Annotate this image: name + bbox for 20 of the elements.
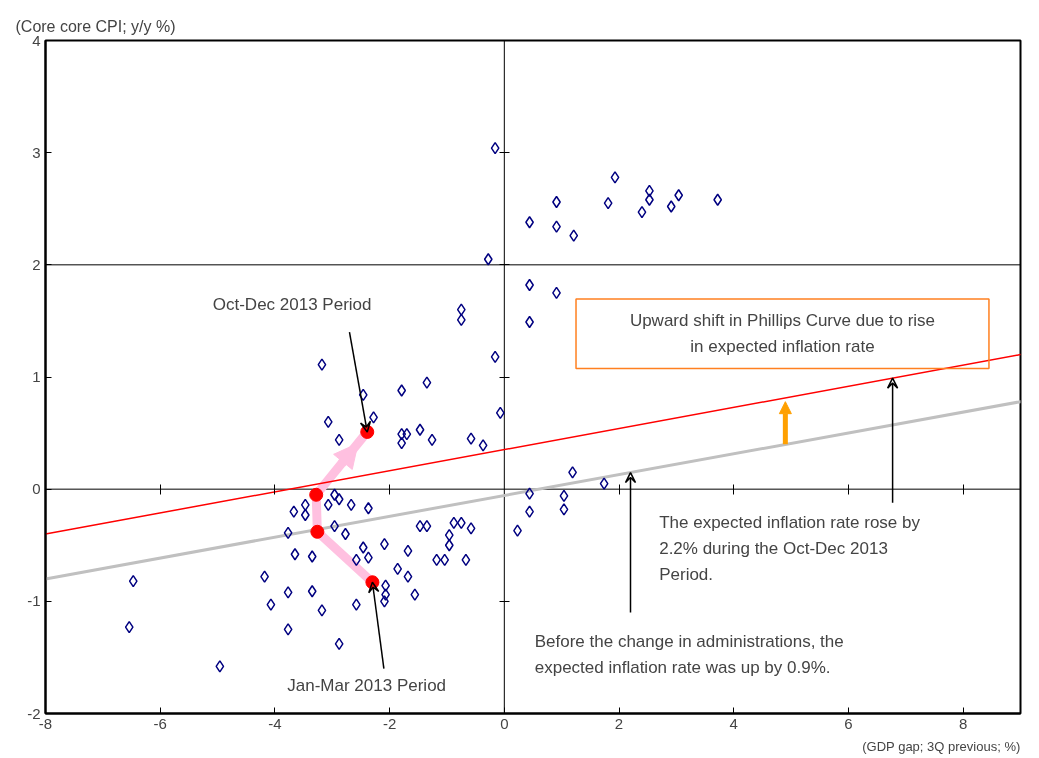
y-tick-label: -1	[27, 592, 41, 610]
y-tick-label: 3	[32, 143, 41, 161]
annotation: The expected inflation rate rose by 2.2% during the Oct-Dec 2013 Period.	[659, 513, 921, 584]
x-axis-title: (GDP gap; 3Q previous; %)	[862, 738, 1021, 754]
y-tick-label: 0	[32, 480, 41, 498]
x-tick-label: 6	[844, 714, 853, 732]
annotation: Oct-Dec 2013 Period	[212, 294, 372, 314]
y-tick-label: 1	[32, 368, 41, 385]
x-tick-label: -8	[38, 714, 53, 732]
x-tick-label: -4	[268, 714, 282, 732]
x-tick-label: 2	[614, 714, 624, 732]
x-tick-label: -2	[382, 714, 397, 732]
x-tick-label: 0	[500, 714, 509, 732]
annotation: Before the change in administrations, the expected inflation rate was up by 0.9%.	[534, 632, 844, 678]
x-tick-label: 8	[958, 714, 968, 732]
x-tick-label: 4	[729, 714, 738, 732]
annotation: Upward shift in Phillips Curve due to rise in expected inflation rate	[629, 311, 936, 357]
annotation: Jan-Mar 2013 Period	[287, 675, 447, 695]
x-tick-label: -6	[153, 714, 167, 732]
y-tick-label: 2	[32, 255, 41, 273]
